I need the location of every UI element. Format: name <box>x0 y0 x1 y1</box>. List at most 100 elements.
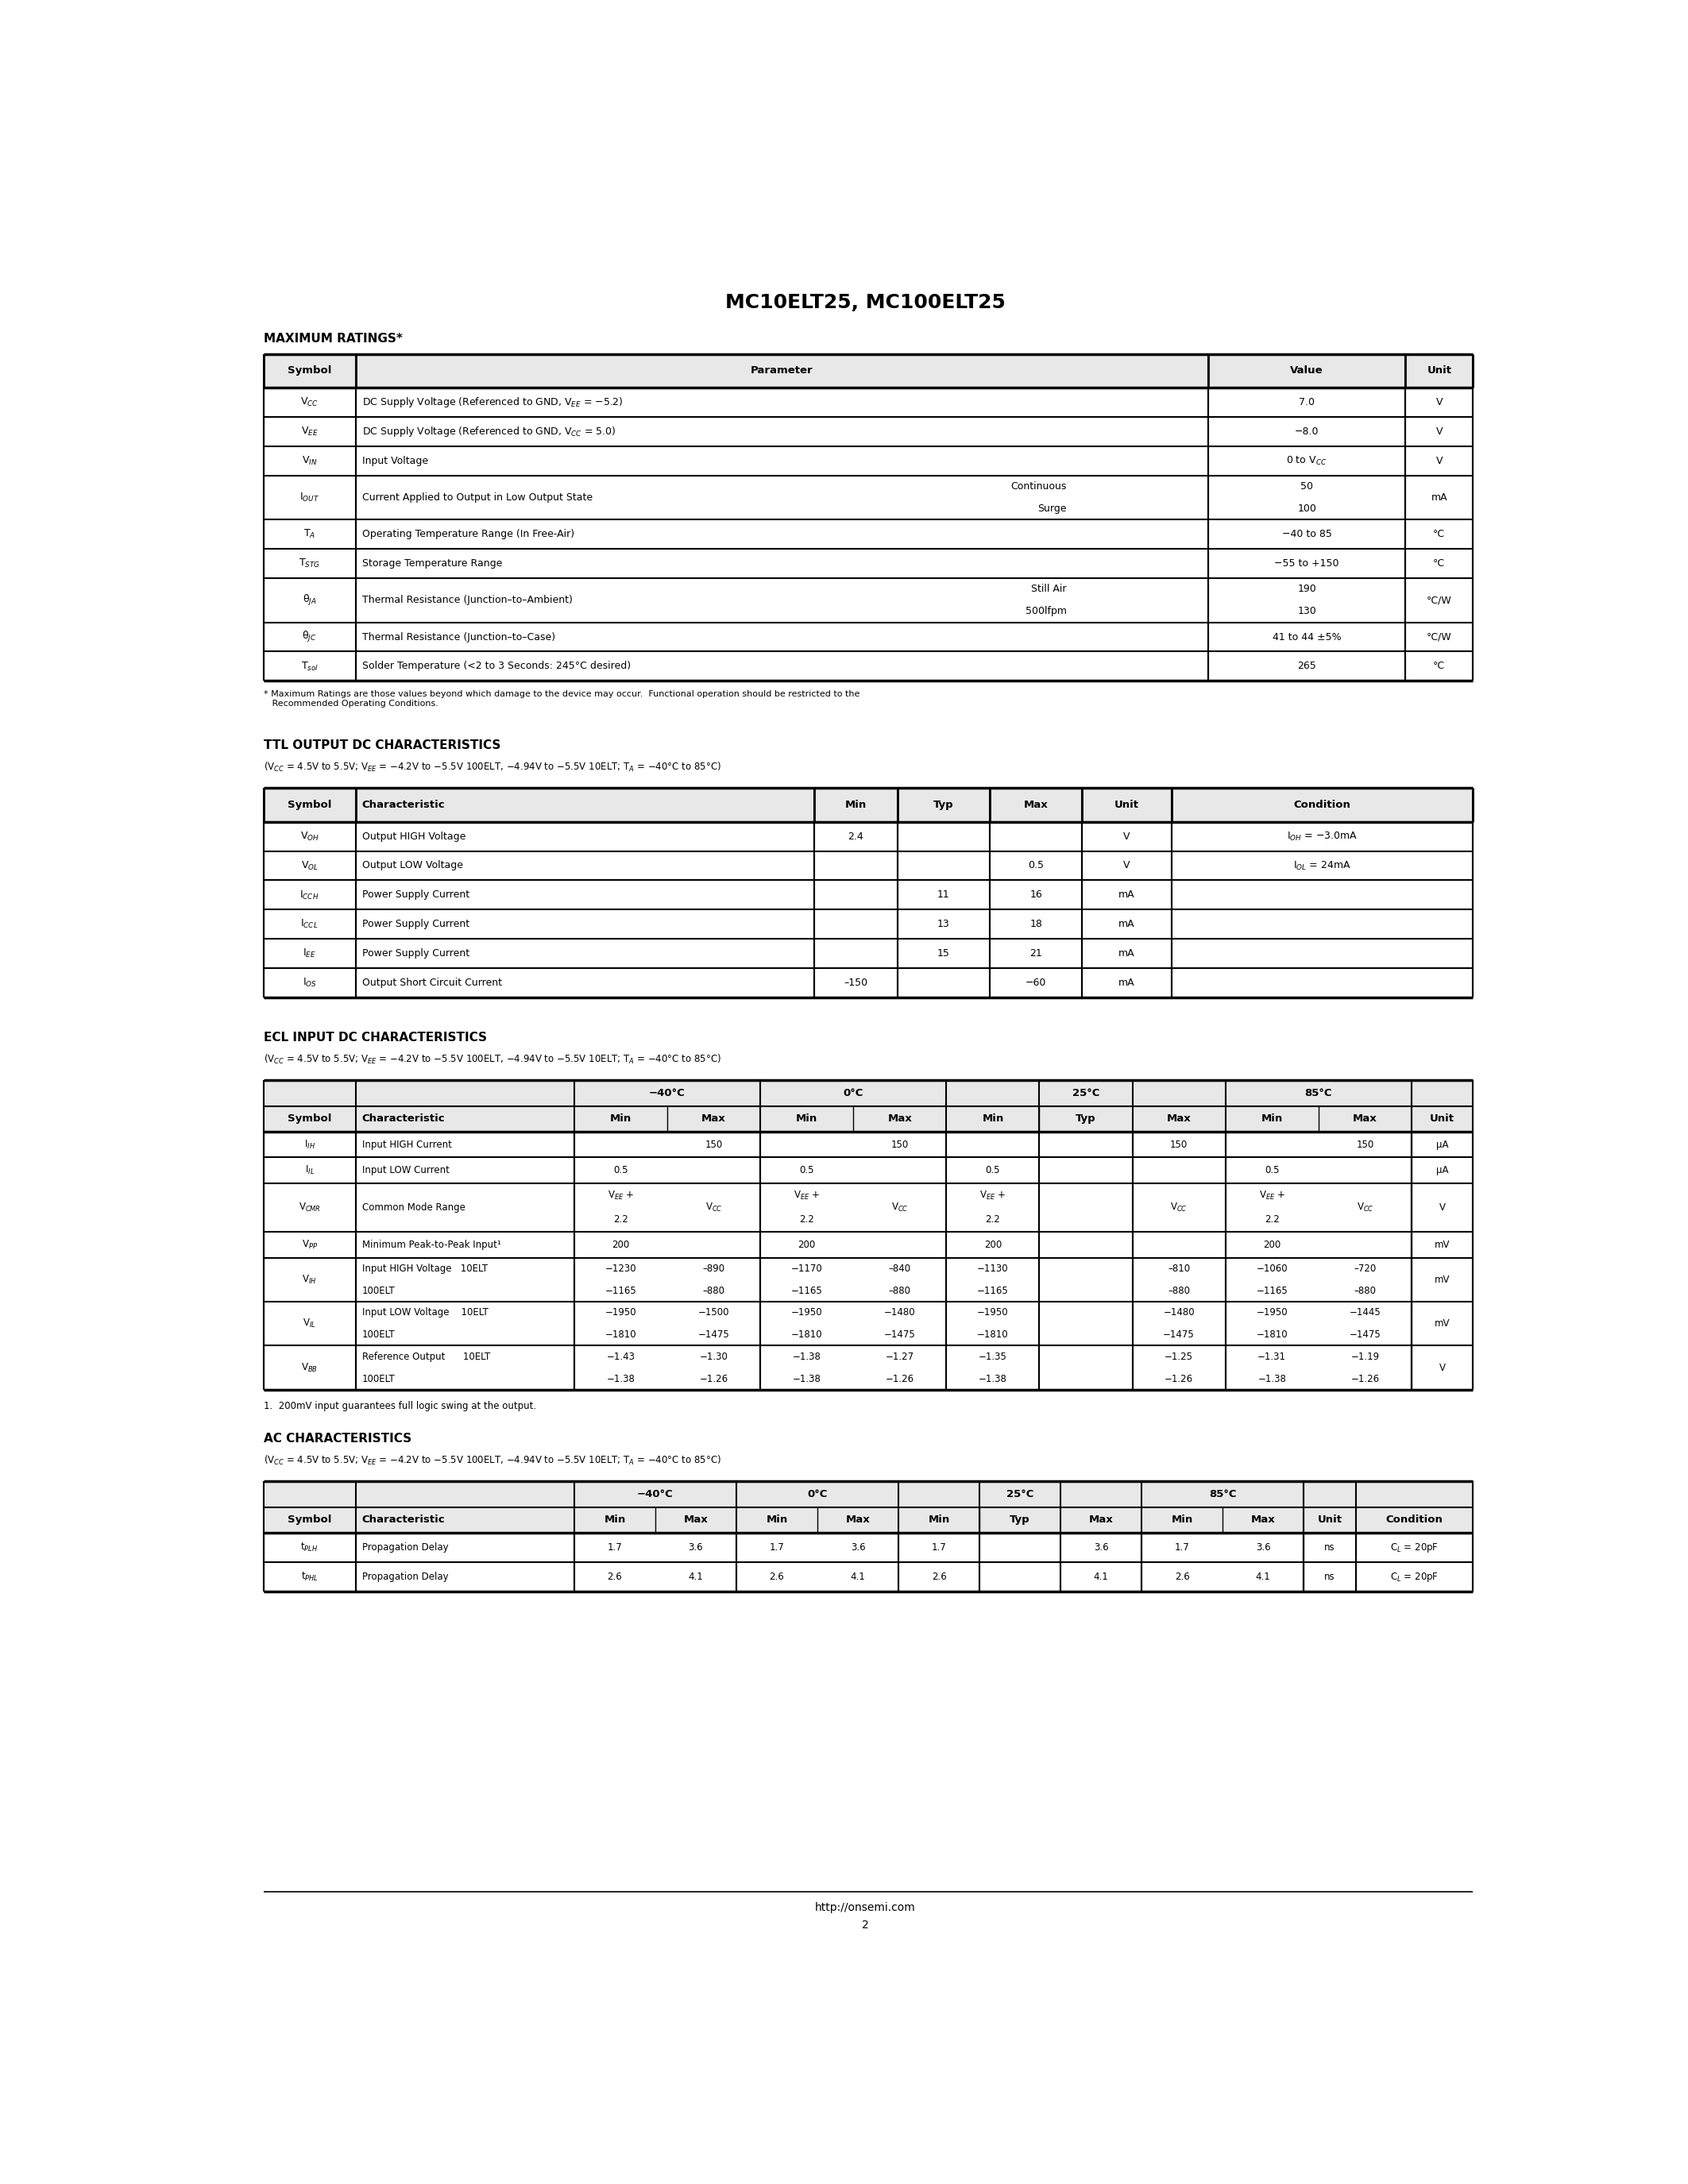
Text: Typ: Typ <box>1075 1114 1096 1125</box>
Text: 130: 130 <box>1298 607 1317 616</box>
Text: 15: 15 <box>937 948 950 959</box>
Text: −1480: −1480 <box>885 1308 915 1317</box>
Text: 200: 200 <box>798 1241 815 1249</box>
Text: Min: Min <box>982 1114 1004 1125</box>
Text: TTL OUTPUT DC CHARACTERISTICS: TTL OUTPUT DC CHARACTERISTICS <box>263 738 500 751</box>
Text: Unit: Unit <box>1318 1516 1342 1524</box>
Text: −1950: −1950 <box>1256 1308 1288 1317</box>
Text: 4.1: 4.1 <box>1256 1572 1271 1581</box>
Text: * Maximum Ratings are those values beyond which damage to the device may occur. : * Maximum Ratings are those values beyon… <box>263 690 859 708</box>
Text: mV: mV <box>1435 1275 1450 1284</box>
Text: 2.6: 2.6 <box>932 1572 947 1581</box>
Text: 0.5: 0.5 <box>986 1164 1001 1175</box>
Text: –880: –880 <box>702 1286 724 1295</box>
Text: mA: mA <box>1119 948 1134 959</box>
Text: T$_{STG}$: T$_{STG}$ <box>299 557 321 570</box>
Text: Min: Min <box>1171 1516 1193 1524</box>
Text: C$_L$ = 20pF: C$_L$ = 20pF <box>1391 1542 1438 1553</box>
Text: –810: –810 <box>1168 1265 1190 1273</box>
Text: mA: mA <box>1119 978 1134 987</box>
Text: Parameter: Parameter <box>751 365 814 376</box>
Text: 265: 265 <box>1298 662 1317 670</box>
Text: −1.26: −1.26 <box>1165 1374 1193 1385</box>
Text: 85°C: 85°C <box>1305 1088 1332 1099</box>
Text: Characteristic: Characteristic <box>361 1114 446 1125</box>
Text: V$_{EE}$: V$_{EE}$ <box>300 426 317 437</box>
Text: V: V <box>1436 426 1443 437</box>
Text: Value: Value <box>1290 365 1323 376</box>
Text: −1.35: −1.35 <box>979 1352 1008 1363</box>
Text: 150: 150 <box>706 1140 722 1149</box>
Text: Unit: Unit <box>1430 1114 1455 1125</box>
Text: Max: Max <box>1089 1516 1114 1524</box>
Text: 41 to 44 ±5%: 41 to 44 ±5% <box>1273 631 1342 642</box>
Text: 2.2: 2.2 <box>613 1214 628 1225</box>
Text: −1480: −1480 <box>1163 1308 1195 1317</box>
Text: −1165: −1165 <box>604 1286 636 1295</box>
Text: ns: ns <box>1325 1572 1335 1581</box>
Text: 2.6: 2.6 <box>608 1572 623 1581</box>
Text: −1230: −1230 <box>604 1265 636 1273</box>
Text: −1810: −1810 <box>977 1330 1009 1339</box>
Text: AC CHARACTERISTICS: AC CHARACTERISTICS <box>263 1433 412 1444</box>
Text: μA: μA <box>1436 1164 1448 1175</box>
Text: Symbol: Symbol <box>287 365 331 376</box>
Text: −60: −60 <box>1026 978 1047 987</box>
Text: −1950: −1950 <box>792 1308 822 1317</box>
Text: Characteristic: Characteristic <box>361 799 446 810</box>
Text: −1475: −1475 <box>1349 1330 1381 1339</box>
Text: Typ: Typ <box>1009 1516 1030 1524</box>
Text: Common Mode Range: Common Mode Range <box>361 1203 464 1212</box>
Text: Unit: Unit <box>1426 365 1452 376</box>
Text: 4.1: 4.1 <box>851 1572 866 1581</box>
Text: –880: –880 <box>1168 1286 1190 1295</box>
Text: 100ELT: 100ELT <box>361 1286 395 1295</box>
Text: ECL INPUT DC CHARACTERISTICS: ECL INPUT DC CHARACTERISTICS <box>263 1031 486 1044</box>
Text: 7.0: 7.0 <box>1298 397 1315 406</box>
Text: 150: 150 <box>1355 1140 1374 1149</box>
Text: −1475: −1475 <box>1163 1330 1195 1339</box>
Text: mA: mA <box>1119 919 1134 930</box>
Text: Input Voltage: Input Voltage <box>361 456 427 465</box>
Text: 1.7: 1.7 <box>770 1542 785 1553</box>
Text: Max: Max <box>702 1114 726 1125</box>
Text: Power Supply Current: Power Supply Current <box>361 919 469 930</box>
Text: °C: °C <box>1433 559 1445 568</box>
Text: −1165: −1165 <box>792 1286 822 1295</box>
Text: V: V <box>1124 832 1131 841</box>
Text: mA: mA <box>1119 889 1134 900</box>
Text: Min: Min <box>797 1114 817 1125</box>
Text: Operating Temperature Range (In Free-Air): Operating Temperature Range (In Free-Air… <box>361 529 574 539</box>
Text: –150: –150 <box>844 978 868 987</box>
Text: −40°C: −40°C <box>650 1088 685 1099</box>
Text: −1165: −1165 <box>1256 1286 1288 1295</box>
Text: Power Supply Current: Power Supply Current <box>361 948 469 959</box>
Text: Minimum Peak-to-Peak Input¹: Minimum Peak-to-Peak Input¹ <box>361 1241 501 1249</box>
Text: mV: mV <box>1435 1241 1450 1249</box>
Text: (V$_{CC}$ = 4.5V to 5.5V; V$_{EE}$ = −4.2V to −5.5V 100ELT, −4.94V to −5.5V 10EL: (V$_{CC}$ = 4.5V to 5.5V; V$_{EE}$ = −4.… <box>263 1455 721 1468</box>
Text: http://onsemi.com: http://onsemi.com <box>815 1902 915 1913</box>
Text: t$_{PLH}$: t$_{PLH}$ <box>300 1542 319 1553</box>
Text: Storage Temperature Range: Storage Temperature Range <box>361 559 501 568</box>
Text: 0°C: 0°C <box>807 1489 827 1500</box>
Text: 2.6: 2.6 <box>1175 1572 1190 1581</box>
Text: T$_{sol}$: T$_{sol}$ <box>300 660 319 673</box>
Text: −55 to +150: −55 to +150 <box>1274 559 1339 568</box>
Text: °C: °C <box>1433 529 1445 539</box>
Text: 0 to V$_{CC}$: 0 to V$_{CC}$ <box>1286 454 1327 467</box>
Text: Min: Min <box>604 1516 626 1524</box>
Text: I$_{OH}$ = −3.0mA: I$_{OH}$ = −3.0mA <box>1286 830 1357 843</box>
Text: t$_{PHL}$: t$_{PHL}$ <box>300 1570 319 1583</box>
Text: 4.1: 4.1 <box>689 1572 704 1581</box>
Text: Max: Max <box>1166 1114 1192 1125</box>
Text: Thermal Resistance (Junction–to–Ambient): Thermal Resistance (Junction–to–Ambient) <box>361 594 572 605</box>
Text: −1.26: −1.26 <box>886 1374 915 1385</box>
Text: 150: 150 <box>891 1140 908 1149</box>
Text: Input HIGH Voltage   10ELT: Input HIGH Voltage 10ELT <box>361 1265 488 1273</box>
Text: θ$_{JA}$: θ$_{JA}$ <box>302 594 317 607</box>
Text: V$_{EE}$ +: V$_{EE}$ + <box>793 1190 820 1201</box>
Text: 18: 18 <box>1030 919 1041 930</box>
Text: 25°C: 25°C <box>1006 1489 1033 1500</box>
Text: I$_{OL}$ = 24mA: I$_{OL}$ = 24mA <box>1293 860 1350 871</box>
Text: 1.7: 1.7 <box>608 1542 623 1553</box>
